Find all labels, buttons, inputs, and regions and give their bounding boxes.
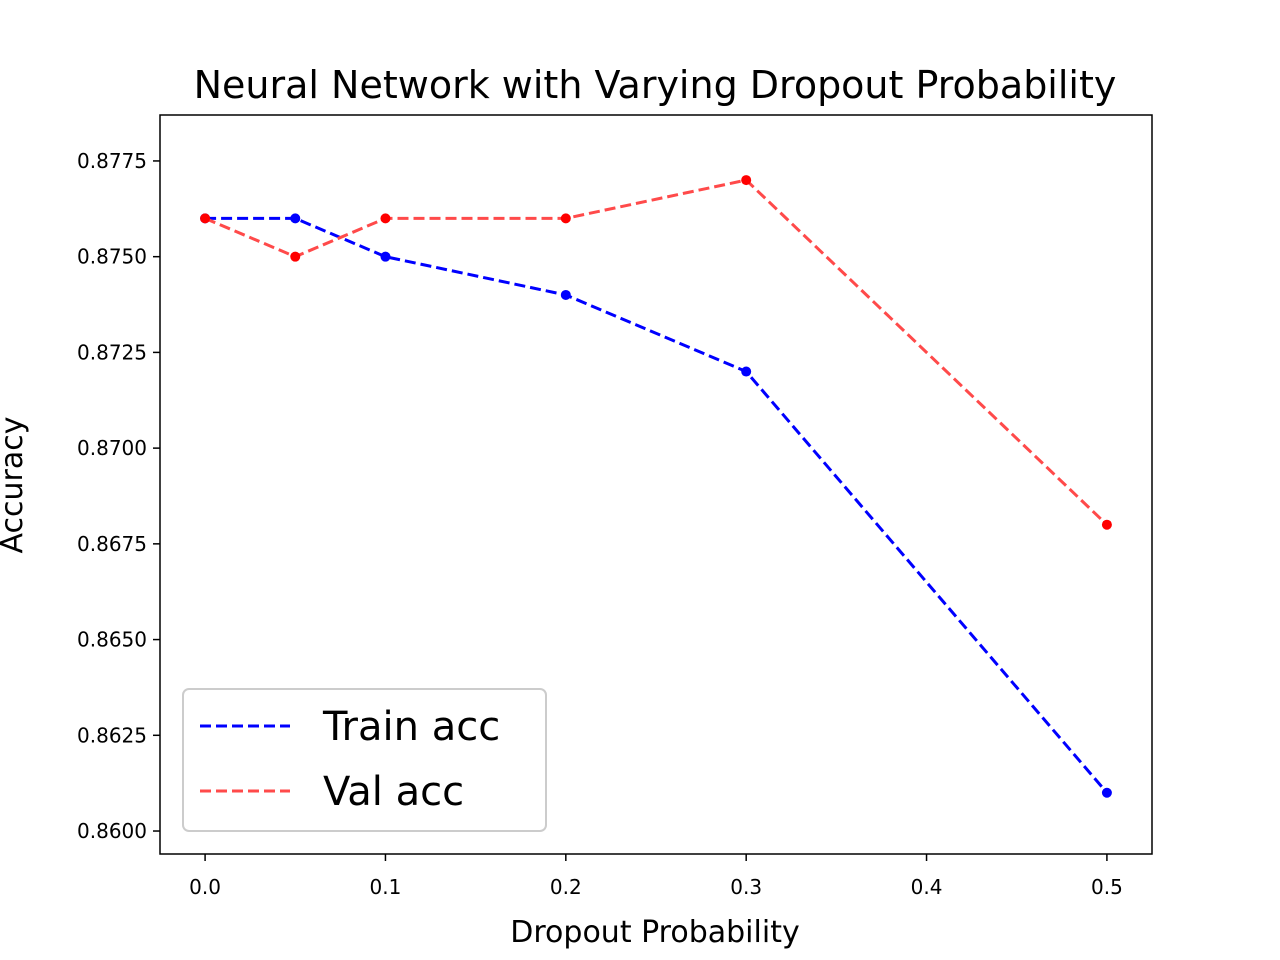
data-point-train-acc: [290, 213, 301, 224]
x-tick-label: 0.2: [550, 875, 582, 899]
x-tick-label: 0.3: [730, 875, 762, 899]
data-point-val-acc: [1101, 519, 1112, 530]
y-tick-label: 0.8625: [77, 723, 147, 747]
x-tick-label: 0.4: [911, 875, 943, 899]
y-tick-label: 0.8675: [77, 532, 147, 556]
x-axis-title: Dropout Probability: [510, 915, 799, 950]
y-tick-label: 0.8700: [77, 436, 147, 460]
y-axis: 0.8600 0.8625 0.8650 0.8675 0.8700 0.8725 0.87…: [77, 149, 160, 843]
series-line-train-acc: [205, 216, 1109, 794]
data-point-train-acc: [741, 366, 752, 377]
data-point-val-acc: [200, 213, 211, 224]
x-tick-label: 0.0: [189, 875, 221, 899]
plot-frame: [159, 114, 1153, 855]
legend: Train acc Val acc: [182, 688, 547, 832]
data-point-val-acc: [560, 213, 571, 224]
data-point-val-acc: [290, 251, 301, 262]
y-tick-label: 0.8750: [77, 245, 147, 269]
x-tick-label: 0.1: [370, 875, 402, 899]
x-tick-label: 0.5: [1091, 875, 1123, 899]
data-point-train-acc: [1101, 787, 1112, 798]
series-line-val-acc: [204, 178, 1108, 526]
y-tick-label: 0.8650: [77, 628, 147, 652]
plot-area: [200, 175, 1112, 798]
y-tick-label: 0.8600: [77, 819, 147, 843]
y-axis-title: Accuracy: [0, 417, 30, 554]
x-axis: 0.0 0.1 0.2 0.3 0.4 0.5: [189, 854, 1123, 899]
chart-title: Neural Network with Varying Dropout Prob…: [194, 63, 1117, 107]
data-point-train-acc: [560, 289, 571, 300]
y-tick-label: 0.8725: [77, 340, 147, 364]
data-point-train-acc: [380, 251, 391, 262]
data-point-val-acc: [380, 213, 391, 224]
legend-label-train-acc: Train acc: [322, 704, 500, 750]
legend-label-val-acc: Val acc: [323, 769, 464, 815]
data-point-val-acc: [741, 175, 752, 186]
y-tick-label: 0.8775: [77, 149, 147, 173]
